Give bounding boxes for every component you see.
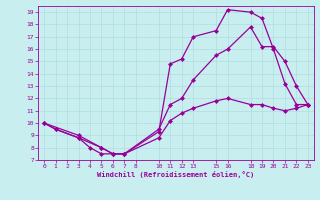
- X-axis label: Windchill (Refroidissement éolien,°C): Windchill (Refroidissement éolien,°C): [97, 171, 255, 178]
